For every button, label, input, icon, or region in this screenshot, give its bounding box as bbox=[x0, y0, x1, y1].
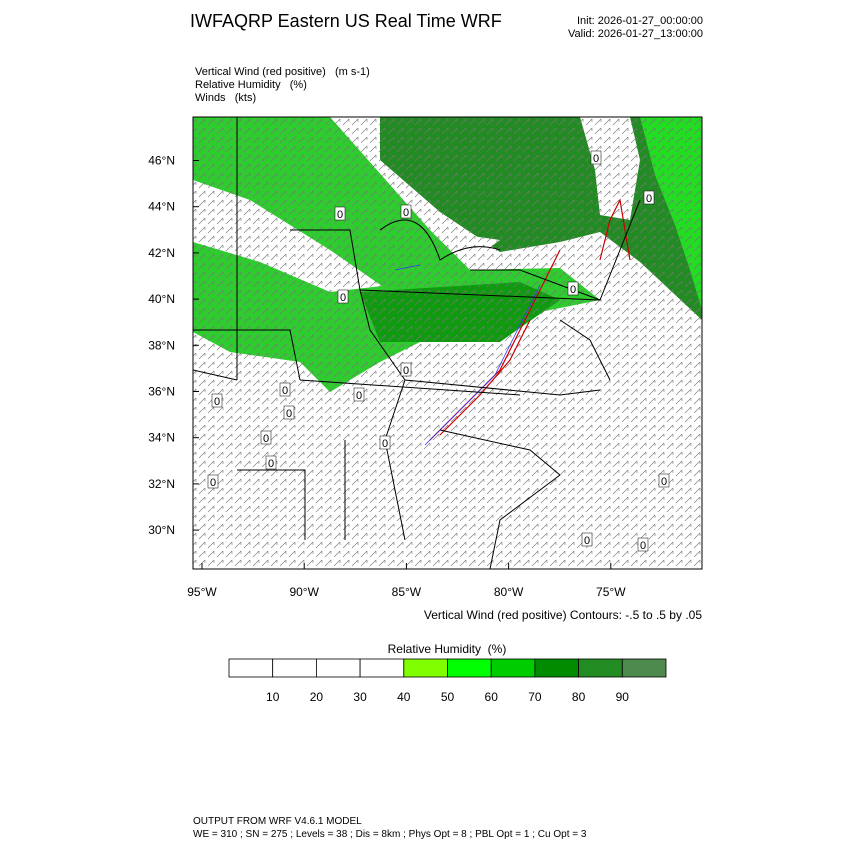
field-label: Winds (kts) bbox=[195, 92, 256, 104]
contour-label: 0 bbox=[337, 209, 343, 221]
colorbar-box bbox=[447, 658, 492, 678]
contour-label-box bbox=[658, 473, 670, 488]
contour-label-box bbox=[643, 190, 655, 205]
contour-label-box bbox=[279, 382, 291, 397]
footer-line: WE = 310 ; SN = 275 ; Levels = 38 ; Dis … bbox=[193, 829, 587, 840]
colorbar-box bbox=[534, 658, 580, 678]
contour-label-box bbox=[265, 455, 277, 470]
contour-label: 0 bbox=[661, 476, 667, 488]
vertical-wind-contours bbox=[394, 264, 541, 446]
colorbar-label: 60 bbox=[485, 690, 499, 704]
contour-label-box bbox=[590, 150, 602, 165]
contour-label-box bbox=[400, 362, 412, 377]
init-time: Init: 2026-01-27_00:00:00 bbox=[577, 15, 703, 27]
contour-label-box bbox=[581, 532, 593, 547]
colorbar-box bbox=[578, 658, 623, 678]
colorbar-box bbox=[359, 658, 405, 678]
contour-label-box bbox=[353, 387, 365, 402]
map-frame bbox=[192, 116, 703, 570]
contour-label: 0 bbox=[584, 535, 590, 547]
contour-label-box bbox=[283, 405, 295, 420]
contour-label-box bbox=[260, 430, 272, 445]
lon-label: 80°W bbox=[494, 585, 524, 599]
field-label: Vertical Wind (red positive) (m s-1) bbox=[195, 66, 370, 78]
contour-label: 0 bbox=[403, 207, 409, 219]
contour-label-box bbox=[379, 435, 391, 450]
contour-label: 0 bbox=[282, 385, 288, 397]
valid-time: Valid: 2026-01-27_13:00:00 bbox=[568, 28, 703, 40]
lat-label: 40°N bbox=[148, 292, 175, 306]
colorbar-box bbox=[228, 658, 274, 678]
colorbar-box bbox=[315, 658, 361, 678]
lon-label: 75°W bbox=[596, 585, 626, 599]
colorbar-label: 70 bbox=[528, 690, 542, 704]
colorbar-label: 50 bbox=[441, 690, 455, 704]
contour-label: 0 bbox=[640, 540, 646, 552]
colorbar-label: 20 bbox=[310, 690, 324, 704]
contour-label-box bbox=[207, 474, 219, 489]
contour-label-box bbox=[337, 289, 349, 304]
contour-label: 0 bbox=[646, 193, 652, 205]
contour-label-box bbox=[211, 393, 223, 408]
colorbar-label: 90 bbox=[616, 690, 630, 704]
footer-line: OUTPUT FROM WRF V4.6.1 MODEL bbox=[193, 816, 362, 827]
contour-label-box bbox=[334, 206, 346, 221]
lat-label: 46°N bbox=[148, 154, 175, 168]
colorbar-box bbox=[403, 658, 448, 678]
contour-label: 0 bbox=[286, 408, 292, 420]
contour-label: 0 bbox=[340, 292, 346, 304]
title: IWFAQRP Eastern US Real Time WRF bbox=[190, 11, 502, 31]
wind-barbs bbox=[193, 117, 702, 569]
colorbar-label: 30 bbox=[353, 690, 367, 704]
lat-label: 44°N bbox=[148, 200, 175, 214]
contour-label-box bbox=[637, 537, 649, 552]
contour-label-box bbox=[400, 204, 412, 219]
contour-label: 0 bbox=[263, 433, 269, 445]
lat-label: 36°N bbox=[148, 385, 175, 399]
colorbar-box bbox=[490, 658, 536, 678]
colorbar-box bbox=[272, 658, 317, 678]
colorbar-label: 80 bbox=[572, 690, 586, 704]
lon-label: 95°W bbox=[187, 585, 217, 599]
colorbar-label: 10 bbox=[266, 690, 280, 704]
contour-label: 0 bbox=[268, 458, 274, 470]
contour-label: 0 bbox=[356, 390, 362, 402]
lat-label: 30°N bbox=[148, 523, 175, 537]
contour-label-box bbox=[567, 281, 579, 296]
colorbar-label: 40 bbox=[397, 690, 411, 704]
colorbar-title: Relative Humidity (%) bbox=[388, 642, 507, 656]
contour-note: Vertical Wind (red positive) Contours: -… bbox=[424, 608, 702, 622]
contour-label: 0 bbox=[382, 438, 388, 450]
lon-label: 85°W bbox=[392, 585, 422, 599]
lat-label: 42°N bbox=[148, 246, 175, 260]
map-area bbox=[193, 117, 702, 569]
lat-label: 38°N bbox=[148, 338, 175, 352]
contour-label: 0 bbox=[593, 153, 599, 165]
contour-label: 0 bbox=[403, 365, 409, 377]
lon-label: 90°W bbox=[289, 585, 319, 599]
contour-label: 0 bbox=[570, 284, 576, 296]
lat-label: 32°N bbox=[148, 477, 175, 491]
field-label: Relative Humidity (%) bbox=[195, 79, 307, 91]
contour-label: 0 bbox=[210, 477, 216, 489]
lat-label: 34°N bbox=[148, 431, 175, 445]
colorbar-box bbox=[621, 658, 667, 678]
contour-label: 0 bbox=[214, 396, 220, 408]
